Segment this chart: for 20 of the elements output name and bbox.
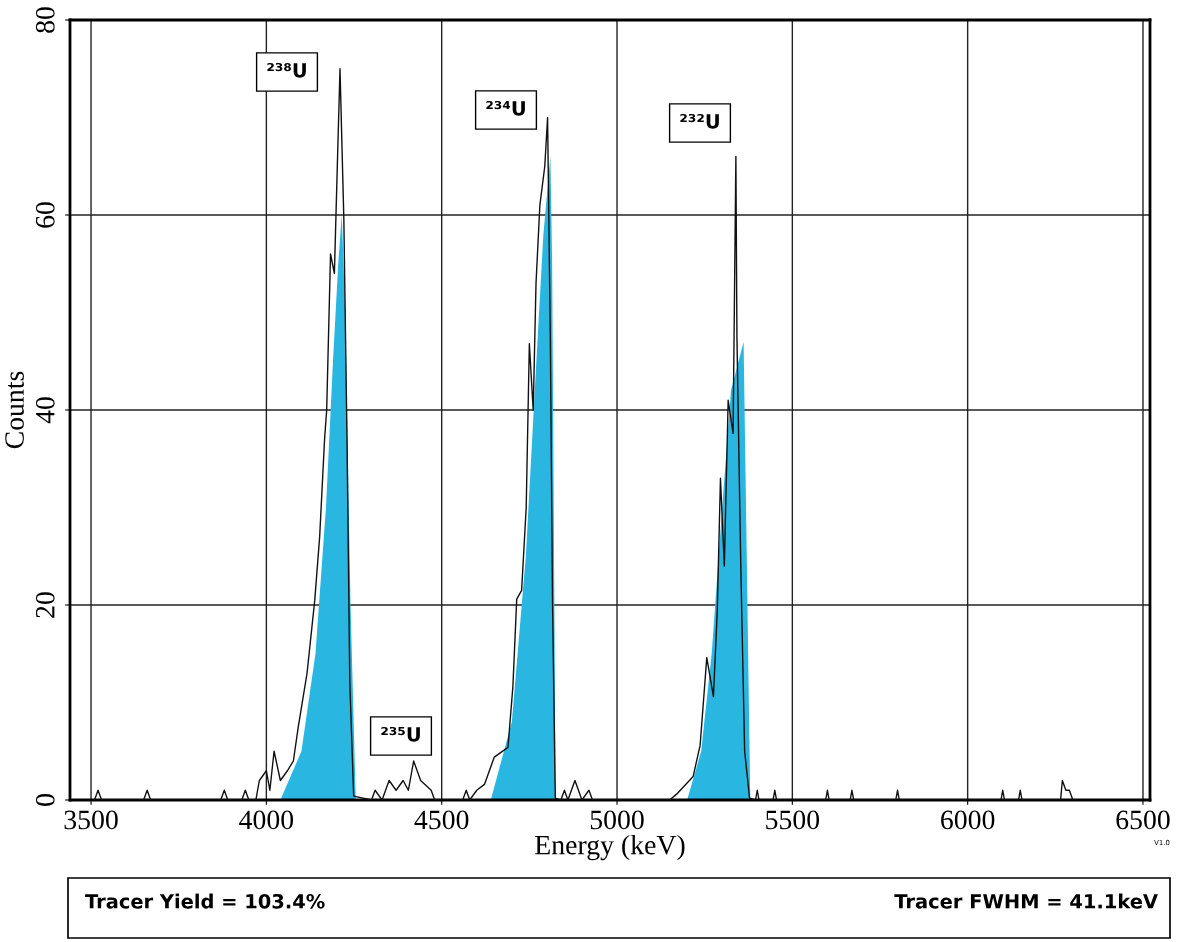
y-axis-title: Counts (5, 371, 24, 449)
x-tick-label: 4500 (414, 810, 469, 830)
x-tick-label: 5000 (590, 810, 644, 830)
x-tick-label: 5500 (766, 810, 820, 830)
x-tick-label: 4000 (239, 810, 294, 830)
x-tick-label: 6000 (941, 810, 995, 830)
text: Tracer FWHM = 41.1keV (894, 893, 1158, 909)
x-axis-title: Energy (keV) (535, 834, 685, 861)
y-tick-label: 20 (35, 592, 55, 618)
annotation: ²³⁸U (267, 62, 306, 78)
text: Tracer Yield = 103.4% (85, 893, 325, 909)
annotation: ²³⁴U (486, 100, 525, 116)
y-tick-label: 60 (35, 202, 55, 228)
x-tick-label: 6500 (1116, 810, 1170, 830)
y-tick-label: 40 (35, 397, 55, 424)
x-tick-label: 3500 (64, 810, 118, 830)
y-tick-label: 0 (35, 794, 55, 806)
annotation: ²³²U (680, 113, 719, 129)
y-tick-label: 80 (35, 7, 55, 33)
annotation: ²³⁵U (381, 726, 420, 742)
